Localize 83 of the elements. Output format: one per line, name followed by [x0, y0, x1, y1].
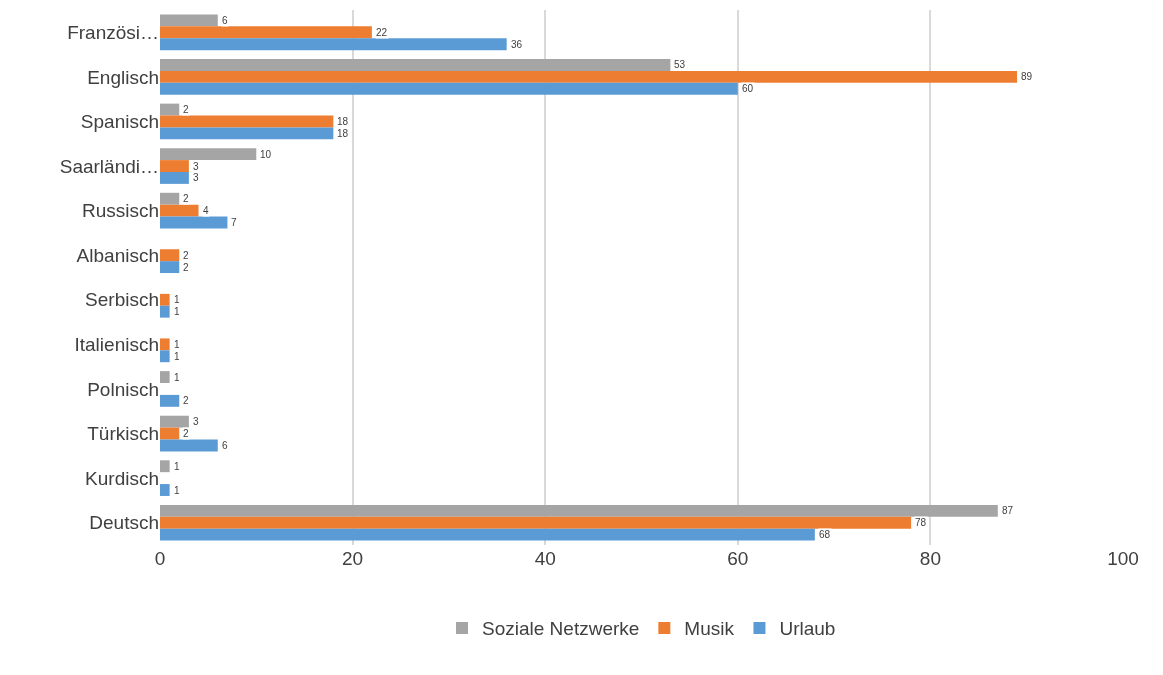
- data-label: 2: [183, 193, 189, 204]
- data-label: 4: [203, 205, 209, 216]
- bar: [160, 103, 180, 116]
- bar: [160, 516, 912, 529]
- x-tick-label: 80: [919, 548, 941, 569]
- bar: [160, 160, 189, 172]
- data-label: 7: [231, 217, 237, 228]
- y-tick-label: Deutsch: [89, 512, 159, 534]
- data-label: 1: [174, 485, 180, 496]
- bar: [160, 249, 180, 262]
- bar: [160, 14, 218, 27]
- legend-label: Musik: [684, 618, 735, 640]
- data-label: 6: [222, 15, 228, 26]
- x-tick-label: 60: [727, 548, 749, 569]
- y-tick-label: Englisch: [87, 66, 159, 88]
- bar: [160, 338, 170, 351]
- data-label: 1: [174, 306, 180, 317]
- bar: [160, 293, 170, 306]
- data-label: 1: [174, 351, 180, 362]
- bar: [160, 82, 738, 95]
- y-tick-label: Italienisch: [74, 334, 159, 356]
- x-tick-label: 0: [154, 548, 166, 569]
- data-label: 3: [193, 172, 199, 183]
- y-tick-label: Albanisch: [76, 244, 159, 266]
- y-tick-label: Saarländi…: [59, 155, 159, 177]
- data-label: 1: [174, 294, 180, 305]
- data-label: 36: [511, 39, 523, 50]
- bar: [160, 371, 170, 384]
- bar: [160, 216, 228, 229]
- data-label: 89: [1021, 71, 1033, 82]
- bar: [160, 504, 998, 517]
- data-label: 1: [174, 461, 180, 472]
- bar: [160, 460, 170, 473]
- x-tick-label: 20: [342, 548, 364, 569]
- bar: [160, 350, 170, 363]
- bar: [160, 439, 218, 452]
- bar: [160, 59, 671, 71]
- data-label: 1: [174, 339, 180, 350]
- bar: [160, 148, 257, 161]
- data-label: 3: [193, 161, 199, 172]
- y-tick-label: Französi…: [67, 21, 159, 43]
- bar: [160, 528, 815, 541]
- y-tick-label: Kurdisch: [85, 467, 159, 489]
- legend-label: Soziale Netzwerke: [482, 618, 640, 640]
- bar: [160, 415, 189, 428]
- data-label: 18: [337, 128, 349, 139]
- y-tick-label: Türkisch: [87, 423, 159, 445]
- bar: [160, 484, 170, 496]
- bar: [160, 305, 170, 318]
- data-label: 68: [819, 529, 831, 540]
- bar: [160, 115, 334, 128]
- x-tick-label: 100: [1107, 548, 1139, 569]
- bar: [160, 427, 180, 440]
- x-tick-label: 40: [534, 548, 556, 569]
- y-tick-label: Serbisch: [85, 289, 159, 311]
- data-label: 3: [193, 416, 199, 427]
- bar: [160, 261, 180, 274]
- data-label: 53: [674, 59, 686, 70]
- bar: [160, 394, 180, 407]
- y-tick-label: Russisch: [81, 200, 159, 222]
- bar: [160, 70, 1018, 83]
- bar: [160, 204, 199, 217]
- data-label: 2: [183, 262, 189, 273]
- data-label: 22: [376, 27, 388, 38]
- bar: [160, 171, 189, 184]
- bar: [160, 38, 507, 51]
- bar: [160, 127, 334, 140]
- data-label: 2: [183, 395, 189, 406]
- data-label: 10: [260, 149, 272, 160]
- data-label: 87: [1002, 505, 1014, 516]
- data-label: 78: [915, 517, 927, 528]
- data-label: 60: [742, 83, 754, 94]
- bar: [160, 26, 372, 39]
- y-tick-label: Polnisch: [87, 378, 159, 400]
- data-label: 2: [183, 428, 189, 439]
- data-label: 1: [174, 372, 180, 383]
- data-label: 6: [222, 440, 228, 451]
- data-label: 18: [337, 116, 349, 127]
- data-label: 2: [183, 250, 189, 261]
- data-label: 2: [183, 104, 189, 115]
- bar: [160, 192, 180, 205]
- y-tick-label: Spanisch: [80, 111, 159, 133]
- legend-label: Urlaub: [779, 618, 836, 640]
